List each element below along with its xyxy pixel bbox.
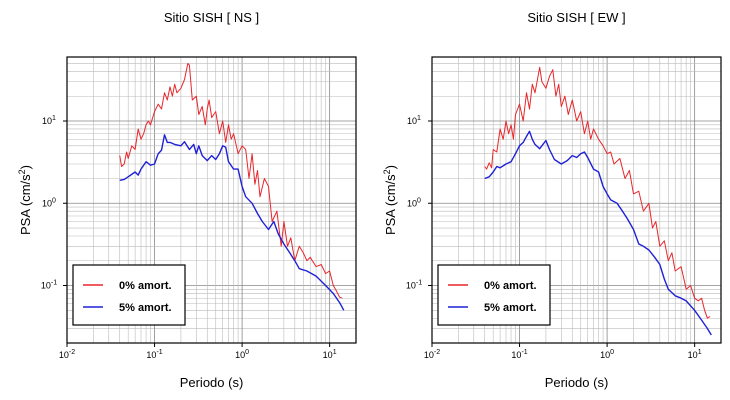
- series-line-undamped: [119, 63, 343, 299]
- x-tick-base: 10: [688, 350, 698, 360]
- y-tick-base: 10: [42, 198, 52, 208]
- x-tick-base: 10: [424, 350, 434, 360]
- y-axis-label-superscript: 2: [382, 169, 392, 174]
- y-tick-label: 100: [42, 197, 56, 208]
- x-tick-label: 10-1: [511, 349, 527, 360]
- y-tick-label: 101: [407, 115, 421, 126]
- y-tick-base: 10: [407, 198, 417, 208]
- x-tick-label: 101: [323, 349, 337, 360]
- legend-label: 0% amort.: [119, 280, 172, 292]
- legend-label: 0% amort.: [484, 280, 537, 292]
- chart-title: Sitio SISH [ EW ]: [527, 10, 625, 25]
- chart-title: Sitio SISH [ NS ]: [164, 10, 259, 25]
- x-tick-exponent: -2: [434, 349, 440, 356]
- legend-box: [72, 264, 186, 326]
- legend-box: [437, 264, 551, 326]
- x-tick-label: 10-2: [59, 349, 75, 360]
- x-tick-base: 10: [600, 350, 610, 360]
- plot-frame: [66, 56, 357, 344]
- x-tick-base: 10: [59, 350, 69, 360]
- series-line-damped: [484, 130, 712, 336]
- x-tick-exponent: 0: [610, 349, 614, 356]
- x-tick-exponent: -1: [521, 349, 527, 356]
- x-tick-label: 100: [600, 349, 614, 360]
- x-tick-label: 100: [235, 349, 249, 360]
- x-tick-exponent: -1: [156, 349, 162, 356]
- legend-label: 5% amort.: [119, 302, 172, 314]
- x-tick-exponent: 0: [245, 349, 249, 356]
- y-tick-exponent: -1: [416, 280, 422, 287]
- x-axis-label: Periodo (s): [545, 375, 609, 390]
- y-tick-exponent: 1: [417, 115, 421, 122]
- chart-panel-0: Sitio SISH [ NS ]10-2 10-1 100 10110-110010…: [17, 10, 357, 390]
- y-tick-base: 10: [407, 116, 417, 126]
- y-axis-label-main: PSA (cm/s: [18, 174, 33, 235]
- y-tick-exponent: -1: [51, 280, 57, 287]
- y-axis-label: PSA (cm/s2): [382, 165, 398, 235]
- y-axis-label-superscript: 2: [17, 169, 27, 174]
- x-tick-base: 10: [235, 350, 245, 360]
- y-axis-label-close: ): [383, 165, 398, 169]
- plot-frame: [431, 56, 722, 344]
- y-tick-label: 100: [407, 197, 421, 208]
- y-tick-label: 101: [42, 115, 56, 126]
- x-tick-base: 10: [323, 350, 333, 360]
- x-tick-exponent: 1: [333, 349, 337, 356]
- y-tick-exponent: 1: [52, 115, 56, 122]
- legend: 0% amort. 5% amort.: [437, 264, 551, 326]
- series-line-undamped: [484, 66, 711, 319]
- x-tick-base: 10: [511, 350, 521, 360]
- x-tick-label: 101: [688, 349, 702, 360]
- x-axis-label: Periodo (s): [180, 375, 244, 390]
- chart-panel-1: Sitio SISH [ EW ]10-2 10-1 100 10110-110010…: [382, 10, 722, 390]
- y-tick-base: 10: [406, 281, 416, 291]
- legend: 0% amort. 5% amort.: [72, 264, 186, 326]
- y-tick-label: 10-1: [406, 280, 422, 291]
- x-tick-label: 10-2: [424, 349, 440, 360]
- y-tick-base: 10: [41, 281, 51, 291]
- y-tick-exponent: 0: [417, 197, 421, 204]
- series-line-damped: [119, 134, 345, 311]
- y-tick-exponent: 0: [52, 197, 56, 204]
- x-tick-exponent: 1: [698, 349, 702, 356]
- y-axis-label-close: ): [18, 165, 33, 169]
- y-axis-label: PSA (cm/s2): [17, 165, 33, 235]
- legend-label: 5% amort.: [484, 302, 537, 314]
- x-tick-label: 10-1: [146, 349, 162, 360]
- y-axis-label-main: PSA (cm/s: [383, 174, 398, 235]
- y-tick-base: 10: [42, 116, 52, 126]
- x-tick-exponent: -2: [69, 349, 75, 356]
- x-tick-base: 10: [146, 350, 156, 360]
- y-tick-label: 10-1: [41, 280, 57, 291]
